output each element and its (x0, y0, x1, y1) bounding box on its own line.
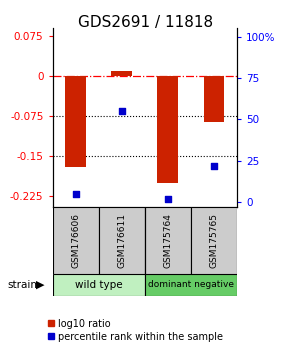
Legend: log10 ratio, percentile rank within the sample: log10 ratio, percentile rank within the … (44, 315, 227, 346)
Bar (99, 207, 145, 274)
Text: ▶: ▶ (36, 280, 45, 290)
Bar (145, 274, 237, 296)
Bar (52, 274, 145, 296)
Text: dominant negative: dominant negative (148, 280, 234, 289)
Text: GSM176611: GSM176611 (117, 213, 126, 268)
Bar (204, 76, 224, 122)
Bar (65, 76, 86, 167)
Text: strain: strain (8, 280, 38, 290)
Point (165, 196, 170, 202)
Bar (191, 207, 237, 274)
Bar (111, 71, 132, 76)
Text: GSM176606: GSM176606 (71, 213, 80, 268)
Point (212, 163, 216, 169)
Point (119, 108, 124, 114)
Text: wild type: wild type (75, 280, 122, 290)
Point (73, 191, 78, 197)
Text: GDS2691 / 11818: GDS2691 / 11818 (78, 15, 213, 30)
Text: GSM175765: GSM175765 (209, 213, 218, 268)
Text: GSM175764: GSM175764 (163, 213, 172, 268)
Bar (158, 76, 178, 183)
Bar (145, 207, 191, 274)
Bar (52, 207, 99, 274)
